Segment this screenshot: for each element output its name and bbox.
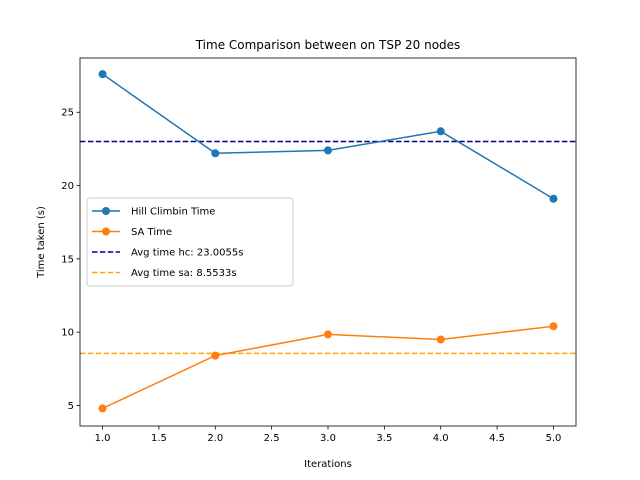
legend-box xyxy=(86,197,294,287)
legend: Hill Climbin Time SA Time Avg time hc: 23.… xyxy=(86,197,294,287)
series-1-point-1 xyxy=(98,70,107,79)
y-tick-label-4: 20 xyxy=(61,181,74,192)
legend-marker-1 xyxy=(102,207,110,215)
chart-title: Time Comparison between on TSP 20 nodes xyxy=(195,38,461,52)
series-1-point-2 xyxy=(211,149,220,158)
y-tick-label-1: 5 xyxy=(68,401,74,412)
x-tick-label-8: 4.5 xyxy=(489,433,505,444)
legend-marker-2 xyxy=(102,227,110,236)
series-2-point-4 xyxy=(436,335,445,344)
series-2-point-5 xyxy=(549,322,558,331)
series-2-point-1 xyxy=(98,404,107,413)
series-1-point-5 xyxy=(549,194,558,203)
y-tick-label-5: 25 xyxy=(61,108,74,119)
series-2-point-2 xyxy=(211,351,220,360)
x-tick-label-4: 2.5 xyxy=(264,433,280,444)
y-tick-label-3: 15 xyxy=(61,254,74,265)
x-tick-label-9: 5.0 xyxy=(546,433,562,444)
x-tick-label-1: 1.0 xyxy=(95,433,111,444)
y-axis-label: Time taken (s) xyxy=(36,206,47,279)
x-axis-label: Iterations xyxy=(304,459,352,470)
x-tick-label-7: 4.0 xyxy=(433,433,449,444)
x-tick-label-3: 2.0 xyxy=(207,433,223,444)
series-1-point-4 xyxy=(436,127,445,136)
legend-label-2: SA Time xyxy=(131,227,172,238)
legend-label-1: Hill Climbin Time xyxy=(131,207,215,218)
legend-label-3: Avg time hc: 23.0055s xyxy=(131,248,243,259)
x-tick-label-6: 3.5 xyxy=(376,433,392,444)
x-tick-label-5: 3.0 xyxy=(320,433,336,444)
legend-label-4: Avg time sa: 8.5533s xyxy=(131,268,237,279)
x-tick-label-2: 1.5 xyxy=(151,433,167,444)
y-tick-label-2: 10 xyxy=(61,328,74,339)
plot-area: 1.0 1.5 2.0 2.5 3.0 3.5 4.0 4.5 5.0 5 10 15 20 25 xyxy=(61,57,577,444)
series-2-point-3 xyxy=(324,330,332,339)
series-1-point-3 xyxy=(324,146,332,155)
